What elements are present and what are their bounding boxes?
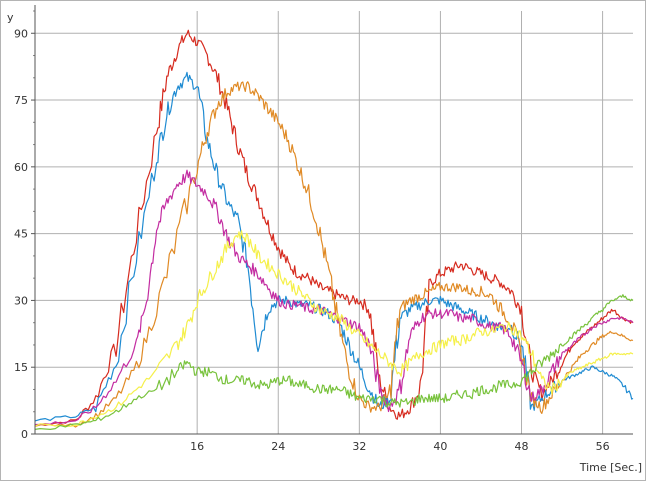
- x-tick-label: 48: [515, 440, 529, 453]
- x-tick-label: 40: [433, 440, 447, 453]
- x-tick-label: 16: [190, 440, 204, 453]
- axes: 16 24 32 40 48 56 0 15 30 45 60 75 90: [14, 5, 633, 453]
- series-line-1: [34, 29, 634, 426]
- x-tick-label: 24: [271, 440, 285, 453]
- x-axis-label: Time [Sec.]: [579, 461, 642, 474]
- x-tick-label: 32: [352, 440, 366, 453]
- y-tick-label: 0: [21, 428, 28, 441]
- series-line-3: [34, 81, 634, 428]
- series-line-5: [34, 230, 634, 427]
- y-tick-label: 45: [14, 228, 28, 241]
- y-axis-label-fragment: y: [7, 11, 14, 24]
- series-line-4: [35, 169, 634, 426]
- y-tick-label: 60: [14, 161, 28, 174]
- y-tick-label: 15: [14, 361, 28, 374]
- y-tick-label: 90: [14, 27, 28, 40]
- series-lines: [34, 29, 634, 430]
- y-tick-label: 75: [14, 94, 28, 107]
- grid: [35, 11, 633, 434]
- series-line-2: [34, 71, 634, 422]
- x-tick-label: 56: [596, 440, 610, 453]
- series-line-6: [34, 294, 634, 430]
- y-tick-label: 30: [14, 294, 28, 307]
